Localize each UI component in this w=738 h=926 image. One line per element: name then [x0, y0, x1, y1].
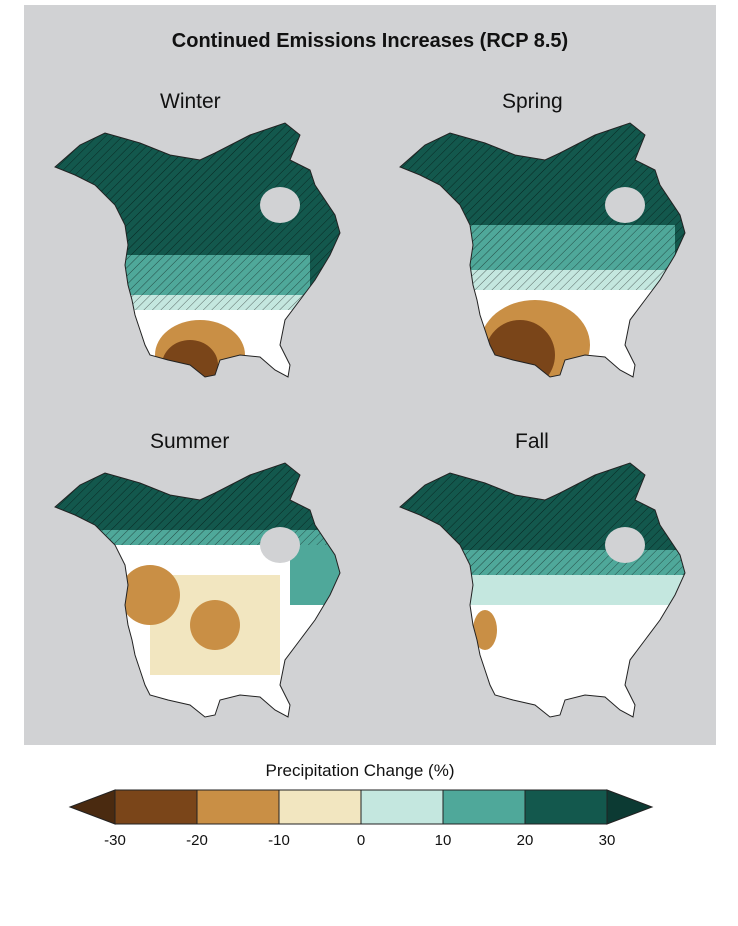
map-spring [399, 122, 686, 378]
colorbar-bin [278, 789, 362, 825]
legend-tick: 0 [356, 832, 366, 849]
legend-tick: -20 [186, 832, 208, 849]
season-label-spring: Spring [502, 90, 563, 113]
map-winter [54, 122, 341, 378]
map-fall [399, 462, 686, 718]
map-summer [54, 462, 341, 718]
colorbar-bin [524, 789, 608, 825]
legend-tick: 30 [598, 832, 616, 849]
colorbar-low-arrow [68, 789, 116, 825]
colorbar-bin [360, 789, 444, 825]
colorbar [68, 789, 654, 825]
legend-tick: -10 [268, 832, 290, 849]
season-label-summer: Summer [150, 430, 230, 453]
legend-tick: -30 [104, 832, 126, 849]
season-label-fall: Fall [515, 430, 549, 453]
colorbar-bin [196, 789, 280, 825]
legend-tick: 20 [516, 832, 534, 849]
colorbar-bin [114, 789, 198, 825]
colorbar-high-arrow [606, 789, 654, 825]
legend-title: Precipitation Change (%) [265, 761, 455, 780]
legend-tick: 10 [434, 832, 452, 849]
colorbar-bin [442, 789, 526, 825]
season-label-winter: Winter [160, 90, 221, 113]
figure-title: Continued Emissions Increases (RCP 8.5) [171, 30, 569, 52]
